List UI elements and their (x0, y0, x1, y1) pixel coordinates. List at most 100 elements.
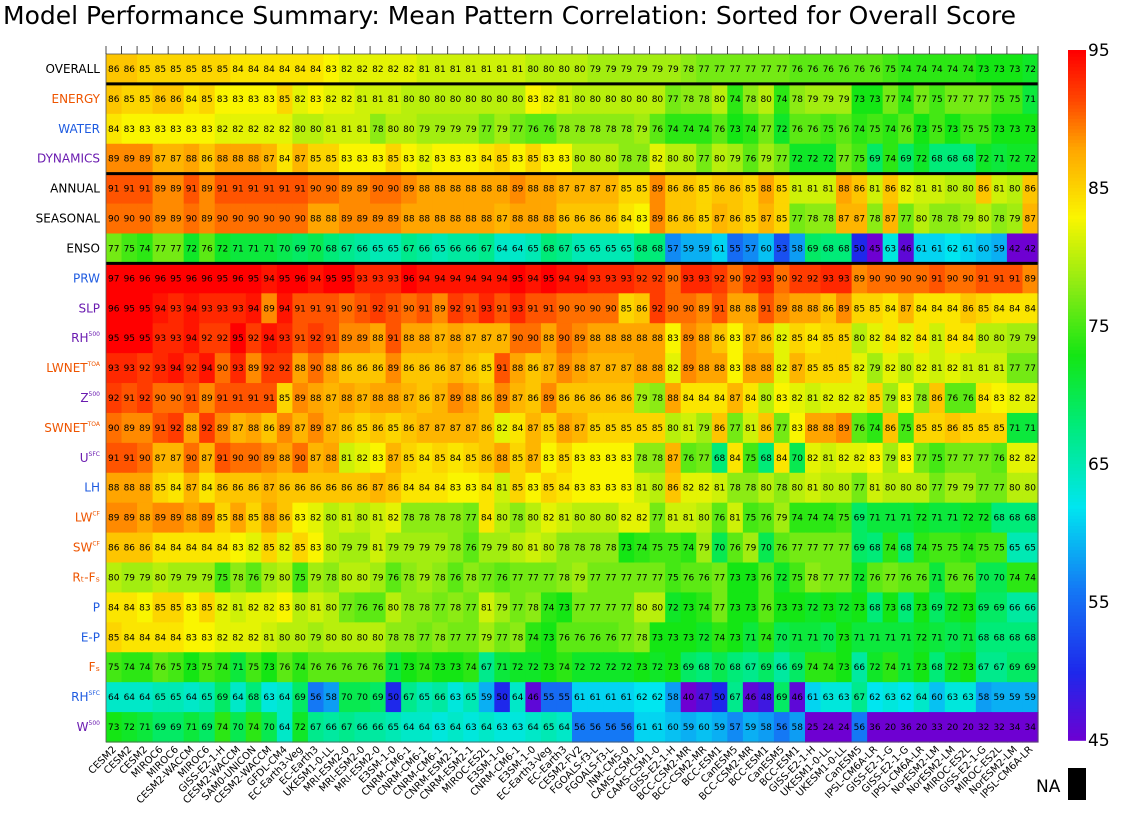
heatmap-cell (665, 353, 682, 384)
heatmap-cell (711, 502, 728, 534)
heatmap-cell (960, 353, 977, 384)
cell-value: 86 (108, 65, 120, 75)
heatmap-cell (1022, 54, 1039, 85)
heatmap-cell (711, 562, 728, 594)
cell-value: 90 (388, 185, 400, 195)
row-label: RH500 (71, 331, 100, 345)
cell-value: 77 (776, 65, 787, 75)
heatmap-cell (152, 712, 169, 743)
heatmap-cell (323, 143, 340, 175)
cell-value: 84 (155, 544, 167, 554)
heatmap-cell (432, 203, 449, 235)
heatmap-cell (944, 712, 961, 743)
heatmap-cell (618, 143, 635, 175)
cell-value: 73 (978, 65, 989, 75)
cell-value: 81 (263, 633, 274, 643)
cell-value: 96 (403, 274, 415, 284)
heatmap-cell (882, 173, 899, 205)
cell-value: 86 (357, 484, 369, 494)
row-label: PRW (73, 271, 100, 285)
cell-value: 78 (698, 95, 710, 105)
cell-value: 85 (698, 215, 709, 225)
heatmap-cell (307, 173, 325, 205)
cell-value: 82 (217, 125, 228, 135)
heatmap-cell (851, 562, 868, 594)
row-label: SEASONAL (36, 212, 101, 226)
heatmap-cell (494, 203, 511, 235)
heatmap-cell (199, 532, 216, 564)
cell-value: 85 (745, 215, 756, 225)
heatmap-cell (478, 622, 495, 653)
heatmap-cell (867, 383, 884, 414)
cell-value: 90 (186, 454, 198, 464)
cell-value: 77 (807, 544, 818, 554)
heatmap-cell (944, 353, 961, 384)
cell-value: 89 (574, 334, 586, 344)
heatmap-cell (758, 54, 775, 85)
cell-value: 78 (683, 95, 695, 105)
heatmap-cell (649, 383, 666, 414)
cell-value: 59 (714, 723, 726, 733)
cell-value: 79 (636, 125, 648, 135)
cell-value: 86 (714, 334, 726, 344)
cell-value: 88 (326, 454, 338, 464)
heatmap-cell (1006, 712, 1024, 743)
cell-value: 78 (419, 603, 431, 613)
row-label: SLP (78, 301, 100, 315)
cell-value: 79 (885, 394, 897, 404)
heatmap-cell (137, 712, 154, 743)
heatmap-cell (742, 203, 759, 235)
colorbar-tick-label: 85 (1088, 179, 1110, 199)
cell-value: 86 (947, 424, 959, 434)
cell-value: 80 (978, 334, 990, 344)
cell-value: 74 (419, 663, 431, 673)
cell-value: 78 (434, 573, 446, 583)
cell-value: 86 (527, 364, 539, 374)
cell-value: 74 (776, 95, 788, 105)
cell-value: 74 (931, 65, 943, 75)
cell-value: 84 (186, 544, 198, 554)
cell-value: 91 (993, 274, 1004, 284)
heatmap-cell (509, 682, 526, 713)
cell-value: 92 (248, 334, 259, 344)
cell-value: 78 (512, 633, 524, 643)
heatmap-cell (463, 712, 480, 743)
heatmap-cell (525, 353, 542, 384)
heatmap-cell (152, 442, 169, 474)
cell-value: 69 (1009, 663, 1021, 673)
cell-value: 89 (776, 304, 788, 314)
cell-value: 69 (931, 603, 943, 613)
heatmap-cell (121, 532, 138, 564)
heatmap-cell (245, 143, 262, 175)
cell-value: 89 (279, 424, 291, 434)
cell-value: 87 (574, 185, 585, 195)
heatmap-cell (836, 263, 853, 294)
heatmap-cell (727, 233, 744, 264)
cell-value: 77 (962, 95, 973, 105)
cell-value: 89 (1025, 274, 1037, 284)
cell-value: 88 (434, 215, 446, 225)
heatmap-cell (307, 532, 325, 564)
heatmap-cell (168, 203, 185, 235)
heatmap-cell (1006, 502, 1024, 534)
cell-value: 68 (1009, 514, 1021, 524)
cell-value: 74 (124, 663, 136, 673)
heatmap-cell (944, 113, 961, 145)
cell-value: 61 (714, 244, 725, 254)
heatmap-cell (401, 263, 418, 294)
cell-value: 80 (590, 95, 602, 105)
heatmap-cell (121, 233, 138, 264)
heatmap-cell (649, 143, 666, 175)
row-labels: OVERALLENERGYWATERDYNAMICSANNUALSEASONAL… (36, 62, 101, 734)
heatmap-cell (323, 323, 340, 354)
heatmap-cell (276, 652, 293, 683)
cell-value: 77 (465, 603, 476, 613)
heatmap-cell (665, 412, 682, 444)
cell-value: 87 (357, 394, 368, 404)
cell-value: 87 (605, 185, 616, 195)
cell-value: 70 (263, 723, 275, 733)
cell-value: 90 (683, 304, 695, 314)
cell-value: 83 (310, 95, 321, 105)
cell-value: 66 (357, 723, 369, 733)
heatmap-cell (618, 263, 635, 294)
